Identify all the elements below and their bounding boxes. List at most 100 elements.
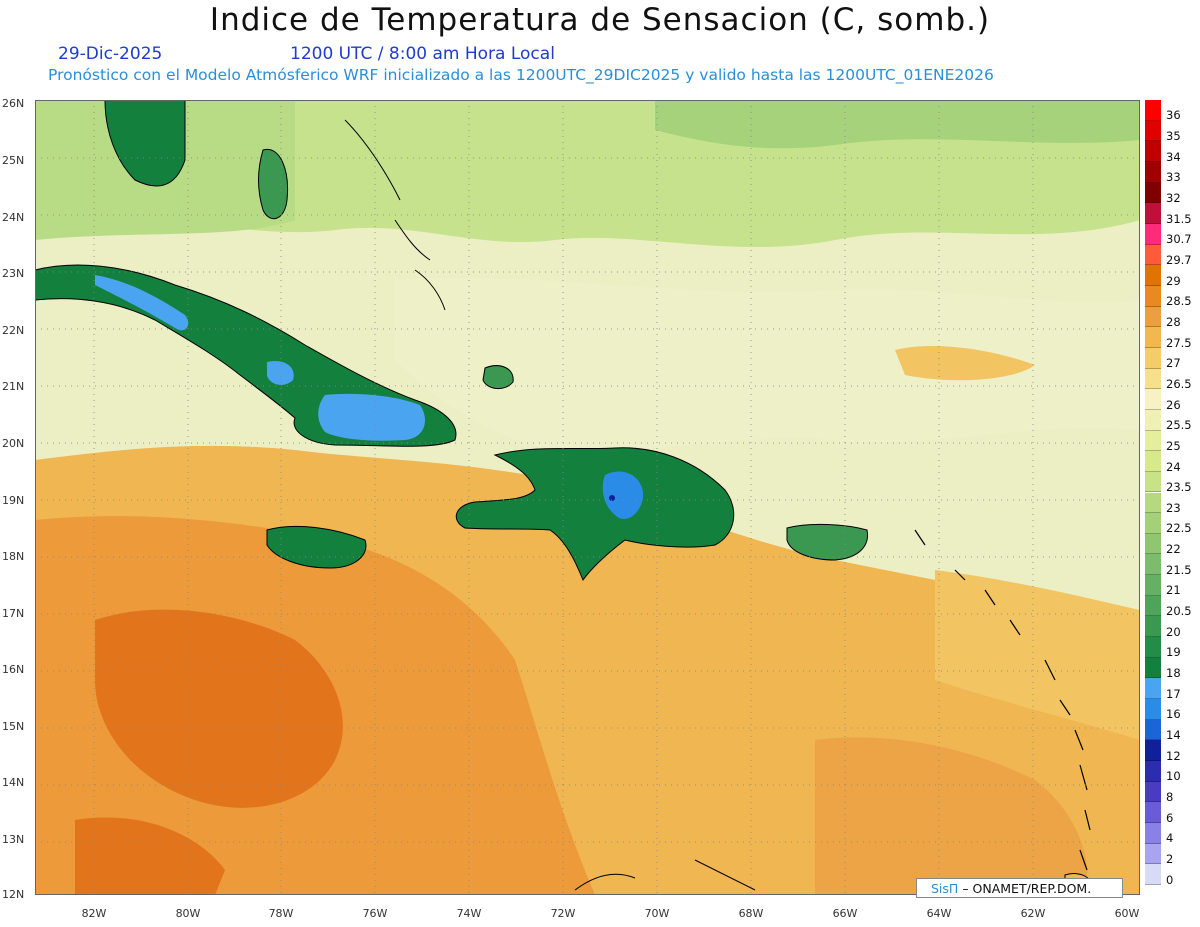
colorbar-cell (1145, 719, 1161, 741)
grid-lines (35, 100, 1140, 895)
colorbar-cell (1145, 678, 1161, 700)
map-frame (35, 100, 1140, 895)
map-canvas (35, 100, 1140, 895)
colorbar-cell (1145, 141, 1161, 162)
colorbar-label: 4 (1166, 831, 1174, 846)
southeast-hot (815, 737, 1088, 895)
lon-label: 82W (81, 907, 107, 920)
colorbar-cell (1145, 554, 1161, 576)
colorbar-label: 19 (1166, 645, 1181, 660)
colorbar-label: 27 (1166, 356, 1181, 371)
colorbar-cell (1145, 223, 1161, 245)
lat-label: 19N (2, 494, 25, 507)
lesser-antilles (914, 529, 1091, 871)
colorbar-label: 22.5 (1166, 521, 1192, 536)
colorbar-label: 10 (1166, 769, 1181, 784)
colorbar-label: 20 (1166, 624, 1181, 639)
northeast-warm-patch (895, 345, 1035, 381)
colorbar-cell (1145, 120, 1161, 142)
colorbar-cell (1145, 595, 1161, 617)
colorbar-label: 30.7 (1166, 232, 1192, 247)
colorbar-cell (1145, 740, 1161, 762)
colorbar-label: 31.5 (1166, 211, 1192, 226)
colorbar-cell (1145, 823, 1161, 844)
colorbar-cell (1145, 843, 1161, 865)
lon-label: 76W (362, 907, 388, 920)
central-band (395, 277, 1140, 453)
lat-label: 12N (2, 888, 25, 901)
southwest-hottest (95, 609, 343, 808)
colorbar-cell (1145, 100, 1161, 121)
bahamas-inagua (482, 365, 514, 389)
colorbar-cell (1145, 492, 1161, 514)
cuba-west-cold (95, 275, 189, 331)
colorbar-label: 25.5 (1166, 418, 1192, 433)
lon-label: 70W (644, 907, 670, 920)
colorbar-cell (1145, 637, 1161, 658)
hispaniola-peak-cold (602, 471, 644, 519)
colorbar-label: 32 (1166, 190, 1181, 205)
cuba-mid-cold (267, 360, 294, 385)
colorbar-cell (1145, 409, 1161, 431)
colorbar-label: 16 (1166, 707, 1181, 722)
colorbar-label: 14 (1166, 728, 1181, 743)
colorbar-label: 36 (1166, 108, 1181, 123)
colorbar-label: 21.5 (1166, 562, 1192, 577)
colorbar-cell (1145, 347, 1161, 369)
colorbar-cell (1145, 864, 1161, 885)
lon-label: 80W (175, 907, 201, 920)
colorbar-cell (1145, 657, 1161, 679)
colorbar-label: 27.5 (1166, 335, 1192, 350)
colorbar-cell (1145, 451, 1161, 472)
chart-title: Indice de Temperatura de Sensacion (C, s… (209, 2, 991, 38)
colorbar-cell (1145, 161, 1161, 183)
colorbar-cell (1145, 430, 1161, 452)
colorbar-label: 21 (1166, 583, 1181, 598)
colorbar-label: 0 (1166, 872, 1174, 887)
lat-label: 15N (2, 720, 25, 733)
lat-label: 24N (2, 211, 25, 224)
forecast-time: 1200 UTC / 8:00 am Hora Local (290, 44, 555, 64)
colorbar-label: 23.5 (1166, 480, 1192, 495)
colorbar-cell (1145, 327, 1161, 348)
lon-label: 62W (1020, 907, 1046, 920)
colorbar-cell (1145, 513, 1161, 534)
lat-label: 22N (2, 324, 25, 337)
lon-label: 72W (550, 907, 576, 920)
lat-label: 16N (2, 663, 25, 676)
lon-label: 66W (832, 907, 858, 920)
credit-box: SisΠ – ONAMET/REP.DOM. (916, 878, 1123, 898)
colorbar-label: 17 (1166, 686, 1181, 701)
colorbar-label: 26.5 (1166, 376, 1192, 391)
lat-label: 17N (2, 607, 25, 620)
lat-label: 26N (2, 97, 25, 110)
colorbar-label: 34 (1166, 149, 1181, 164)
florida (104, 100, 186, 187)
lat-label: 13N (2, 833, 25, 846)
hispaniola (455, 447, 735, 582)
hispaniola-peak-dot (609, 495, 615, 501)
southeast-warm (935, 570, 1140, 740)
lon-label: 60W (1114, 907, 1140, 920)
colorbar-cell (1145, 182, 1161, 204)
lat-label: 20N (2, 437, 25, 450)
colorbar-label: 26 (1166, 397, 1181, 412)
colorbar-cell (1145, 285, 1161, 307)
colorbar-cell (1145, 244, 1161, 266)
colorbar-cell (1145, 389, 1161, 410)
lat-label: 23N (2, 267, 25, 280)
forecast-map (35, 100, 1140, 895)
lon-label: 78W (268, 907, 294, 920)
colorbar-cell (1145, 781, 1161, 803)
credit-text: – ONAMET/REP.DOM. (962, 881, 1092, 896)
colorbar-label: 6 (1166, 810, 1174, 825)
colorbar-cell (1145, 699, 1161, 720)
colorbar-cell (1145, 616, 1161, 638)
lon-label: 74W (456, 907, 482, 920)
colorbar-label: 28 (1166, 314, 1181, 329)
colorbar-label: 28.5 (1166, 294, 1192, 309)
colorbar-label: 25 (1166, 438, 1181, 453)
colorbar-cell (1145, 203, 1161, 224)
colorbar (1145, 100, 1161, 885)
colorbar-label: 23 (1166, 500, 1181, 515)
